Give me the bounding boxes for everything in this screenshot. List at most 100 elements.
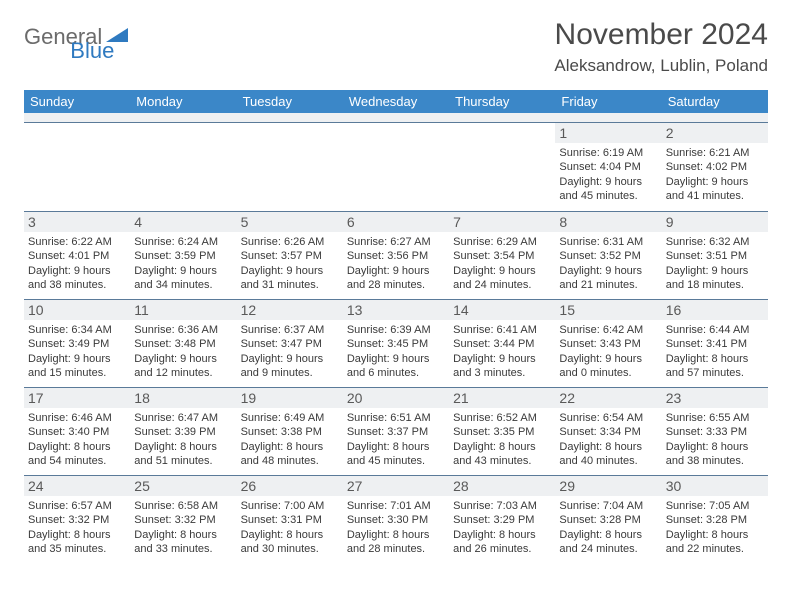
location-text: Aleksandrow, Lublin, Poland [554,56,768,76]
calendar-cell: 22 Sunrise: 6:54 AMSunset: 3:34 PMDayligh… [555,387,661,475]
calendar-cell: 2 Sunrise: 6:21 AMSunset: 4:02 PMDaylight… [662,123,768,211]
day-number: 9 [662,212,768,232]
day-info: Sunrise: 6:32 AMSunset: 3:51 PMDaylight:… [666,235,764,292]
calendar-cell: 10 Sunrise: 6:34 AMSunset: 3:49 PMDayligh… [24,299,130,387]
day-info: Sunrise: 6:39 AMSunset: 3:45 PMDaylight:… [347,323,445,380]
calendar-cell: 14Sunrise: 6:41 AMSunset: 3:44 PMDayligh… [449,299,555,387]
calendar-cell: 23 Sunrise: 6:55 AMSunset: 3:33 PMDayligh… [662,387,768,475]
day-number: 17 [24,388,130,408]
day-info: Sunrise: 6:29 AMSunset: 3:54 PMDaylight:… [453,235,551,292]
day-number: 3 [24,212,130,232]
day-number: 8 [555,212,661,232]
day-info: Sunrise: 6:41 AMSunset: 3:44 PMDaylight:… [453,323,551,380]
header: General Blue November 2024 Aleksandrow, … [24,18,768,76]
calendar-cell: 18 Sunrise: 6:47 AMSunset: 3:39 PMDayligh… [130,387,236,475]
day-info: Sunrise: 6:42 AMSunset: 3:43 PMDaylight:… [559,323,657,380]
day-info: Sunrise: 6:24 AMSunset: 3:59 PMDaylight:… [134,235,232,292]
day-number: 1 [555,123,661,143]
day-info: Sunrise: 6:49 AMSunset: 3:38 PMDaylight:… [241,411,339,468]
calendar-grid: 1 Sunrise: 6:19 AMSunset: 4:04 PMDaylight… [24,123,768,563]
day-number: 2 [662,123,768,143]
day-number: 16 [662,300,768,320]
logo: General Blue [24,18,174,50]
weekday-header: Tuesday [237,90,343,113]
calendar-cell: 15Sunrise: 6:42 AMSunset: 3:43 PMDayligh… [555,299,661,387]
day-number: 23 [662,388,768,408]
calendar-cell: 25 Sunrise: 6:58 AMSunset: 3:32 PMDayligh… [130,475,236,563]
day-number: 12 [237,300,343,320]
calendar-cell: 19 Sunrise: 6:49 AMSunset: 3:38 PMDayligh… [237,387,343,475]
day-info: Sunrise: 6:58 AMSunset: 3:32 PMDaylight:… [134,499,232,556]
calendar-cell: 7 Sunrise: 6:29 AMSunset: 3:54 PMDaylight… [449,211,555,299]
calendar-cell: 5 Sunrise: 6:26 AMSunset: 3:57 PMDaylight… [237,211,343,299]
day-info: Sunrise: 6:51 AMSunset: 3:37 PMDaylight:… [347,411,445,468]
weekday-header-row: SundayMondayTuesdayWednesdayThursdayFrid… [24,90,768,113]
day-info: Sunrise: 7:01 AMSunset: 3:30 PMDaylight:… [347,499,445,556]
day-info: Sunrise: 6:57 AMSunset: 3:32 PMDaylight:… [28,499,126,556]
header-spacer [24,113,768,123]
calendar-cell-blank [449,123,555,211]
weekday-header: Wednesday [343,90,449,113]
day-info: Sunrise: 6:54 AMSunset: 3:34 PMDaylight:… [559,411,657,468]
calendar-cell-blank [343,123,449,211]
weekday-header: Friday [555,90,661,113]
calendar-cell: 8 Sunrise: 6:31 AMSunset: 3:52 PMDaylight… [555,211,661,299]
day-info: Sunrise: 6:21 AMSunset: 4:02 PMDaylight:… [666,146,764,203]
calendar-cell: 12 Sunrise: 6:37 AMSunset: 3:47 PMDayligh… [237,299,343,387]
day-info: Sunrise: 6:26 AMSunset: 3:57 PMDaylight:… [241,235,339,292]
calendar-cell: 17Sunrise: 6:46 AMSunset: 3:40 PMDayligh… [24,387,130,475]
day-number: 27 [343,476,449,496]
calendar-cell: 24 Sunrise: 6:57 AMSunset: 3:32 PMDayligh… [24,475,130,563]
weekday-header: Saturday [662,90,768,113]
day-number: 21 [449,388,555,408]
calendar-cell-blank [237,123,343,211]
day-info: Sunrise: 6:47 AMSunset: 3:39 PMDaylight:… [134,411,232,468]
day-info: Sunrise: 6:52 AMSunset: 3:35 PMDaylight:… [453,411,551,468]
calendar-cell-blank [130,123,236,211]
calendar-cell-blank [24,123,130,211]
day-number: 20 [343,388,449,408]
day-info: Sunrise: 6:37 AMSunset: 3:47 PMDaylight:… [241,323,339,380]
day-number: 10 [24,300,130,320]
calendar-cell: 3 Sunrise: 6:22 AMSunset: 4:01 PMDaylight… [24,211,130,299]
day-info: Sunrise: 6:22 AMSunset: 4:01 PMDaylight:… [28,235,126,292]
day-info: Sunrise: 6:55 AMSunset: 3:33 PMDaylight:… [666,411,764,468]
weekday-header: Sunday [24,90,130,113]
calendar-cell: 11Sunrise: 6:36 AMSunset: 3:48 PMDayligh… [130,299,236,387]
day-number: 18 [130,388,236,408]
day-number: 24 [24,476,130,496]
calendar-cell: 28 Sunrise: 7:03 AMSunset: 3:29 PMDayligh… [449,475,555,563]
day-number: 6 [343,212,449,232]
calendar-cell: 29 Sunrise: 7:04 AMSunset: 3:28 PMDayligh… [555,475,661,563]
day-number: 29 [555,476,661,496]
day-number: 28 [449,476,555,496]
day-info: Sunrise: 6:31 AMSunset: 3:52 PMDaylight:… [559,235,657,292]
day-number: 5 [237,212,343,232]
calendar-cell: 16Sunrise: 6:44 AMSunset: 3:41 PMDayligh… [662,299,768,387]
day-number: 22 [555,388,661,408]
day-number: 13 [343,300,449,320]
day-info: Sunrise: 6:34 AMSunset: 3:49 PMDaylight:… [28,323,126,380]
calendar-cell: 9 Sunrise: 6:32 AMSunset: 3:51 PMDaylight… [662,211,768,299]
day-number: 4 [130,212,236,232]
day-number: 19 [237,388,343,408]
weekday-header: Monday [130,90,236,113]
calendar-cell: 6Sunrise: 6:27 AMSunset: 3:56 PMDaylight… [343,211,449,299]
day-info: Sunrise: 7:04 AMSunset: 3:28 PMDaylight:… [559,499,657,556]
title-block: November 2024 Aleksandrow, Lublin, Polan… [554,18,768,76]
calendar-cell: 30Sunrise: 7:05 AMSunset: 3:28 PMDayligh… [662,475,768,563]
calendar-cell: 26 Sunrise: 7:00 AMSunset: 3:31 PMDayligh… [237,475,343,563]
day-info: Sunrise: 7:03 AMSunset: 3:29 PMDaylight:… [453,499,551,556]
calendar-cell: 21 Sunrise: 6:52 AMSunset: 3:35 PMDayligh… [449,387,555,475]
calendar-cell: 4 Sunrise: 6:24 AMSunset: 3:59 PMDaylight… [130,211,236,299]
day-number: 7 [449,212,555,232]
day-info: Sunrise: 7:00 AMSunset: 3:31 PMDaylight:… [241,499,339,556]
calendar-cell: 1 Sunrise: 6:19 AMSunset: 4:04 PMDaylight… [555,123,661,211]
day-number: 30 [662,476,768,496]
day-info: Sunrise: 6:19 AMSunset: 4:04 PMDaylight:… [559,146,657,203]
day-number: 26 [237,476,343,496]
day-info: Sunrise: 6:36 AMSunset: 3:48 PMDaylight:… [134,323,232,380]
weekday-header: Thursday [449,90,555,113]
calendar-cell: 27 Sunrise: 7:01 AMSunset: 3:30 PMDayligh… [343,475,449,563]
day-number: 25 [130,476,236,496]
